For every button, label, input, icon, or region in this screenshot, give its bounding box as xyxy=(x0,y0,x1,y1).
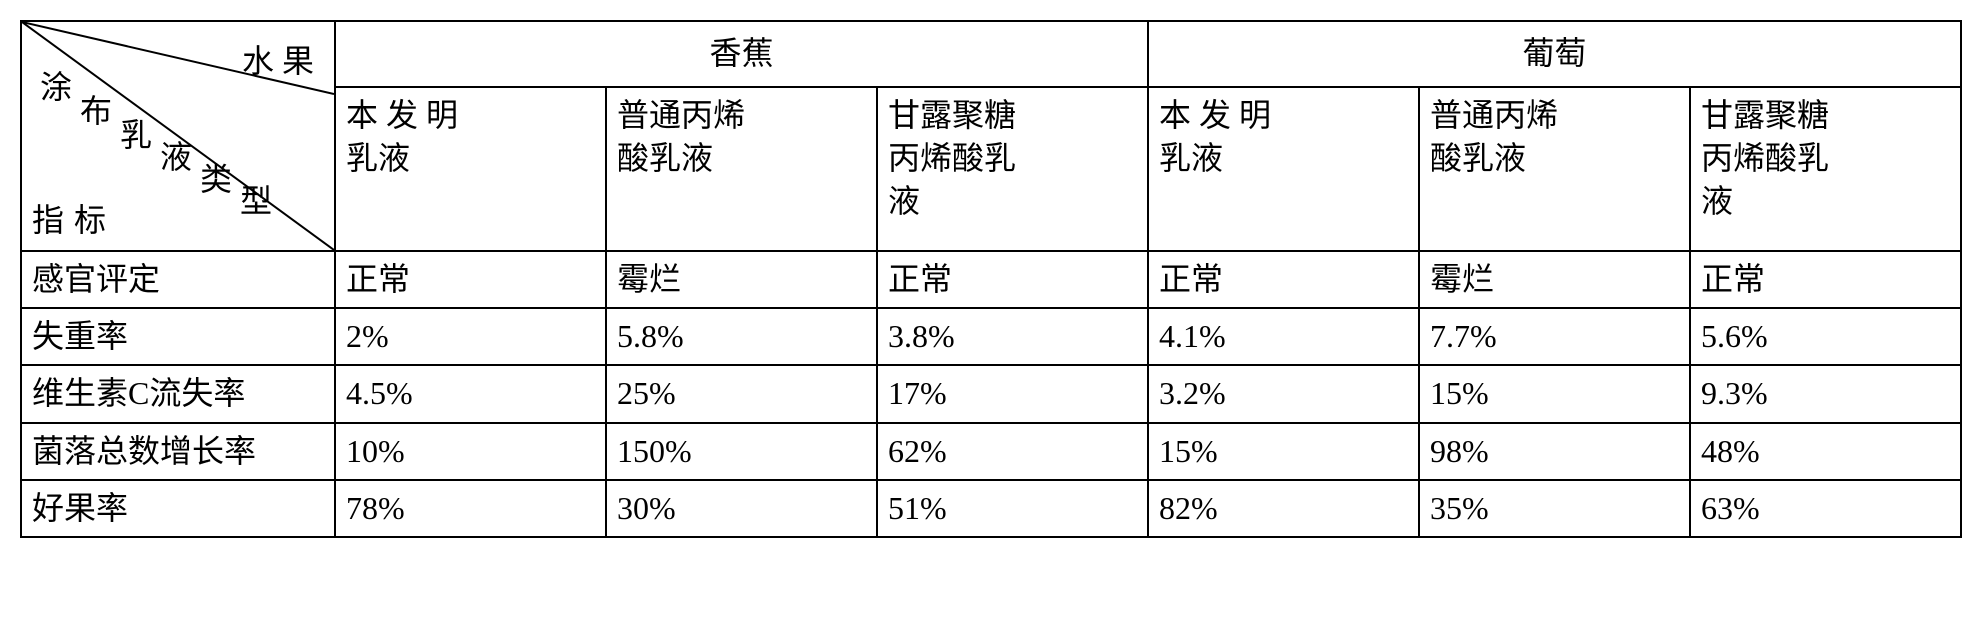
table-body: 感官评定 正常 霉烂 正常 正常 霉烂 正常 失重率 2% 5.8% 3.8% … xyxy=(21,251,1961,537)
cell: 5.8% xyxy=(606,308,877,365)
diag-mid-0: 涂 xyxy=(40,66,74,109)
cell: 正常 xyxy=(335,251,606,308)
group-header-0: 香蕉 xyxy=(335,21,1148,87)
cell: 正常 xyxy=(1690,251,1961,308)
cell: 正常 xyxy=(1148,251,1419,308)
cell: 9.3% xyxy=(1690,365,1961,422)
diag-mid-2: 乳 xyxy=(120,114,154,157)
cell: 5.6% xyxy=(1690,308,1961,365)
cell: 15% xyxy=(1419,365,1690,422)
sub-header-3: 本 发 明乳液 xyxy=(1148,87,1419,251)
table-row: 维生素C流失率 4.5% 25% 17% 3.2% 15% 9.3% xyxy=(21,365,1961,422)
cell: 82% xyxy=(1148,480,1419,537)
cell: 3.2% xyxy=(1148,365,1419,422)
sub-header-0: 本 发 明乳液 xyxy=(335,87,606,251)
cell: 51% xyxy=(877,480,1148,537)
diagonal-header: 水果 指标 涂 布 乳 液 类 型 xyxy=(21,21,335,251)
diag-mid-5: 型 xyxy=(240,180,274,223)
cell: 35% xyxy=(1419,480,1690,537)
comparison-table: 水果 指标 涂 布 乳 液 类 型 香蕉 葡萄 本 发 明乳液 普通丙烯酸乳液 … xyxy=(20,20,1962,538)
row-label: 维生素C流失率 xyxy=(21,365,335,422)
cell: 4.1% xyxy=(1148,308,1419,365)
cell: 63% xyxy=(1690,480,1961,537)
table-row: 感官评定 正常 霉烂 正常 正常 霉烂 正常 xyxy=(21,251,1961,308)
cell: 48% xyxy=(1690,423,1961,480)
cell: 10% xyxy=(335,423,606,480)
diag-right-label: 水果 xyxy=(242,40,322,83)
cell: 3.8% xyxy=(877,308,1148,365)
cell: 2% xyxy=(335,308,606,365)
sub-header-1: 普通丙烯酸乳液 xyxy=(606,87,877,251)
row-label: 失重率 xyxy=(21,308,335,365)
cell: 霉烂 xyxy=(606,251,877,308)
cell: 98% xyxy=(1419,423,1690,480)
diag-left-label: 指标 xyxy=(32,199,116,242)
cell: 30% xyxy=(606,480,877,537)
cell: 150% xyxy=(606,423,877,480)
cell: 17% xyxy=(877,365,1148,422)
table-row: 失重率 2% 5.8% 3.8% 4.1% 7.7% 5.6% xyxy=(21,308,1961,365)
row-label: 菌落总数增长率 xyxy=(21,423,335,480)
row-label: 好果率 xyxy=(21,480,335,537)
diag-mid-4: 类 xyxy=(200,158,234,201)
cell: 霉烂 xyxy=(1419,251,1690,308)
table-row: 好果率 78% 30% 51% 82% 35% 63% xyxy=(21,480,1961,537)
cell: 25% xyxy=(606,365,877,422)
table-row: 菌落总数增长率 10% 150% 62% 15% 98% 48% xyxy=(21,423,1961,480)
row-label: 感官评定 xyxy=(21,251,335,308)
header-row-1: 水果 指标 涂 布 乳 液 类 型 香蕉 葡萄 xyxy=(21,21,1961,87)
group-header-1: 葡萄 xyxy=(1148,21,1961,87)
cell: 78% xyxy=(335,480,606,537)
sub-header-5: 甘露聚糖丙烯酸乳液 xyxy=(1690,87,1961,251)
cell: 15% xyxy=(1148,423,1419,480)
cell: 62% xyxy=(877,423,1148,480)
diag-mid-1: 布 xyxy=(80,90,114,133)
sub-header-4: 普通丙烯酸乳液 xyxy=(1419,87,1690,251)
diag-mid-3: 液 xyxy=(160,136,194,179)
cell: 4.5% xyxy=(335,365,606,422)
sub-header-2: 甘露聚糖丙烯酸乳液 xyxy=(877,87,1148,251)
cell: 7.7% xyxy=(1419,308,1690,365)
cell: 正常 xyxy=(877,251,1148,308)
